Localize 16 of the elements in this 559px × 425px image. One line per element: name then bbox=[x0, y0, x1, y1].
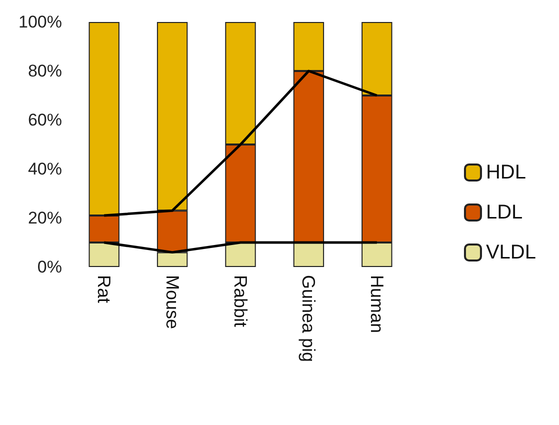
x-tick-label: Guinea pig bbox=[298, 275, 319, 362]
x-tick-label: Mouse bbox=[162, 275, 182, 330]
y-tick-label: 40% bbox=[28, 160, 62, 178]
x-tick-label: Human bbox=[366, 275, 387, 334]
y-tick-label: 0% bbox=[37, 258, 62, 276]
x-tick-label: Rat bbox=[94, 275, 114, 304]
legend-label: HDL bbox=[486, 162, 526, 184]
y-tick-label: 60% bbox=[28, 110, 62, 130]
y-tick-label: 100% bbox=[18, 12, 62, 32]
x-tick-label: Rabbit bbox=[230, 275, 250, 328]
y-tick-label: 20% bbox=[28, 208, 62, 228]
legend-label: LDL bbox=[486, 202, 523, 224]
legend-label: VLDL bbox=[486, 242, 536, 264]
line-series bbox=[102, 70, 378, 217]
y-tick-label: 80% bbox=[28, 62, 62, 80]
bar bbox=[293, 242, 324, 267]
